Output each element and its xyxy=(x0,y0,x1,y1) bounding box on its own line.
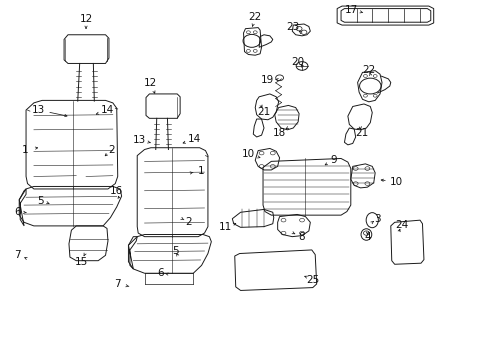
Text: 6: 6 xyxy=(15,207,21,217)
Text: 21: 21 xyxy=(257,107,270,117)
Text: 5: 5 xyxy=(172,246,178,256)
Text: 1: 1 xyxy=(22,144,28,154)
Text: 11: 11 xyxy=(218,222,231,232)
Text: 10: 10 xyxy=(389,177,403,187)
Text: 22: 22 xyxy=(248,12,261,22)
Text: 20: 20 xyxy=(291,57,304,67)
Text: 17: 17 xyxy=(345,5,358,15)
Text: 19: 19 xyxy=(261,75,274,85)
Text: 4: 4 xyxy=(364,232,370,242)
Text: 14: 14 xyxy=(100,105,113,115)
Text: 13: 13 xyxy=(133,135,146,145)
Text: 1: 1 xyxy=(198,166,204,176)
Text: 14: 14 xyxy=(188,134,201,144)
Text: 22: 22 xyxy=(362,64,375,75)
Text: 25: 25 xyxy=(305,275,319,285)
Text: 23: 23 xyxy=(286,22,299,32)
Text: 15: 15 xyxy=(74,257,87,267)
Text: 2: 2 xyxy=(185,217,191,227)
Text: 3: 3 xyxy=(373,214,380,224)
Text: 24: 24 xyxy=(394,220,407,230)
Text: 8: 8 xyxy=(298,232,305,242)
Text: 13: 13 xyxy=(32,105,45,115)
Text: 7: 7 xyxy=(15,249,21,260)
Text: 21: 21 xyxy=(354,128,367,138)
Text: 7: 7 xyxy=(114,279,121,289)
Text: 12: 12 xyxy=(79,14,92,24)
Text: 5: 5 xyxy=(37,196,44,206)
Text: 9: 9 xyxy=(329,155,336,165)
Text: 18: 18 xyxy=(272,128,285,138)
Text: 6: 6 xyxy=(157,267,163,278)
Text: 12: 12 xyxy=(144,78,157,88)
Text: 2: 2 xyxy=(108,144,115,154)
Text: 16: 16 xyxy=(110,186,123,197)
Text: 10: 10 xyxy=(242,149,254,159)
